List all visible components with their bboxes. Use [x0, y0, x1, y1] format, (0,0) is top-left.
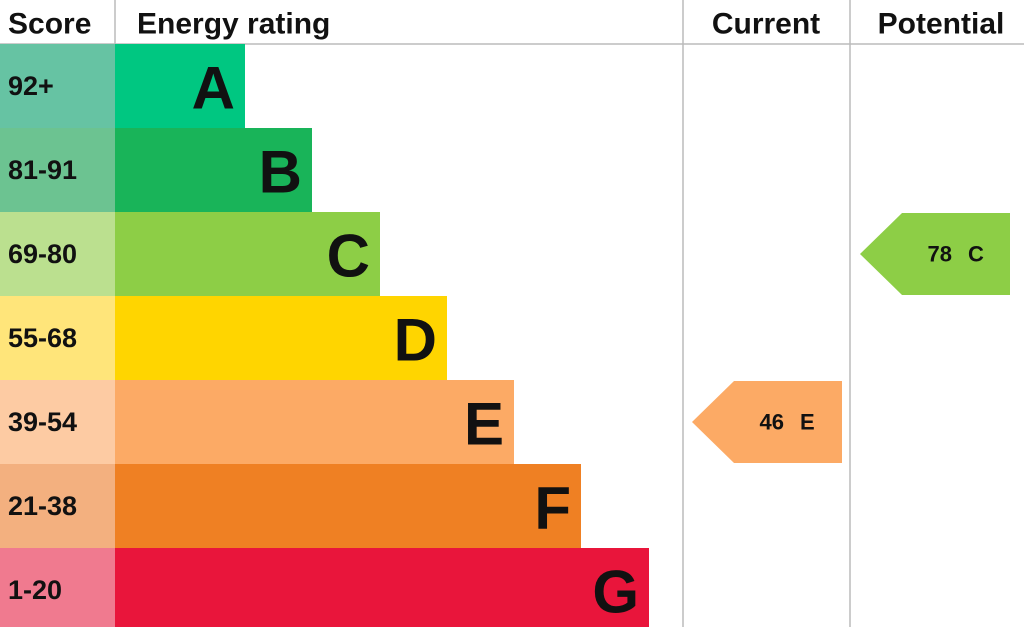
current-value: 46 [760, 410, 784, 435]
rating-bar [115, 44, 245, 128]
potential-arrow [860, 213, 1010, 295]
current-header: Current [712, 8, 820, 41]
score-label: 21-38 [8, 491, 77, 521]
score-label: 69-80 [8, 239, 77, 269]
score-cell [0, 44, 115, 128]
rating-letter: C [327, 223, 370, 290]
rating-letter: E [464, 391, 504, 458]
rating-letter: B [259, 139, 302, 206]
rating-bar [115, 380, 514, 464]
potential-header: Potential [878, 8, 1005, 41]
potential-letter: C [968, 242, 984, 267]
score-cell [0, 296, 115, 380]
rating-bar [115, 212, 380, 296]
rating-letter: G [592, 559, 639, 626]
rating-letter: F [534, 475, 571, 542]
score-label: 39-54 [8, 407, 77, 437]
score-label: 81-91 [8, 155, 77, 185]
current-letter: E [800, 410, 815, 435]
score-label: 1-20 [8, 575, 62, 605]
score-cell [0, 212, 115, 296]
rating-letter: A [192, 55, 235, 122]
score-cell [0, 128, 115, 212]
current-arrow [692, 381, 842, 463]
rating-bar [115, 296, 447, 380]
rating-bar [115, 548, 649, 627]
rating-letter: D [394, 307, 437, 374]
score-header: Score [8, 8, 91, 41]
rating-bar [115, 464, 581, 548]
score-cell [0, 464, 115, 548]
score-cell [0, 548, 115, 627]
potential-value: 78 [928, 242, 952, 267]
rating-bar [115, 128, 312, 212]
rating-header: Energy rating [137, 8, 330, 41]
score-cell [0, 380, 115, 464]
score-label: 55-68 [8, 323, 77, 353]
score-label: 92+ [8, 71, 54, 101]
